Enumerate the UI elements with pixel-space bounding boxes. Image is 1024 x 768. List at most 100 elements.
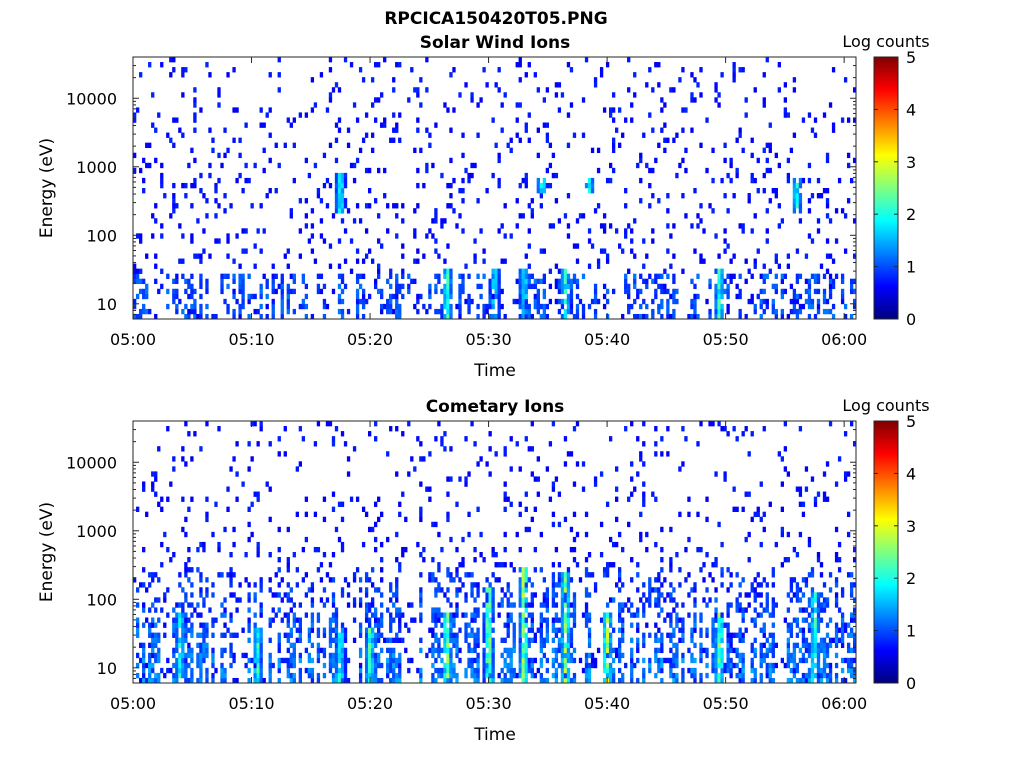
spectrogram-cell bbox=[364, 167, 369, 174]
spectrogram-cell bbox=[825, 238, 830, 244]
spectrogram-cell bbox=[506, 582, 510, 588]
spectrogram-cell bbox=[473, 642, 477, 649]
spectrogram-cell bbox=[175, 622, 179, 628]
spectrogram-cell bbox=[268, 577, 272, 583]
spectrogram-cell bbox=[136, 602, 140, 608]
spectrogram-cell bbox=[723, 278, 727, 285]
spectrogram-cell bbox=[660, 97, 664, 103]
spectrogram-cell bbox=[711, 657, 715, 664]
spectrogram-cell bbox=[482, 617, 486, 623]
spectrogram-cell bbox=[428, 486, 432, 492]
spectrogram-cell bbox=[343, 647, 348, 654]
spectrogram-cell bbox=[247, 293, 251, 300]
spectrogram-cell bbox=[545, 167, 550, 174]
spectrogram-cell bbox=[590, 572, 595, 578]
spectrogram-cell bbox=[633, 612, 637, 618]
spectrogram-cell bbox=[364, 642, 369, 649]
spectrogram-cell bbox=[753, 303, 757, 310]
spectrogram-cell bbox=[801, 501, 806, 507]
spectrogram-cell bbox=[621, 313, 625, 320]
spectrogram-cell bbox=[443, 303, 447, 310]
spectrogram-cell bbox=[166, 132, 170, 138]
spectrogram-cell bbox=[717, 278, 721, 285]
spectrogram-cell bbox=[741, 672, 745, 679]
spectrogram-cell bbox=[560, 642, 565, 649]
spectrogram-cell bbox=[184, 592, 188, 598]
spectrogram-cell bbox=[509, 677, 513, 684]
spectrogram-cell bbox=[154, 637, 158, 643]
spectrogram-cell bbox=[804, 486, 809, 492]
spectrogram-cell bbox=[530, 657, 534, 664]
spectrogram-cell bbox=[563, 288, 568, 295]
spectrogram-cell bbox=[584, 531, 589, 538]
spectrogram-cell bbox=[618, 577, 622, 583]
spectrogram-cell bbox=[491, 647, 495, 654]
spectrogram-cell bbox=[440, 612, 444, 618]
spectrogram-cell bbox=[717, 627, 721, 633]
spectrogram-cell bbox=[488, 587, 492, 593]
spectrogram-cell bbox=[687, 536, 691, 543]
spectrogram-cell bbox=[750, 152, 754, 159]
spectrogram-cell bbox=[825, 632, 830, 638]
spectrogram-cell bbox=[337, 87, 342, 93]
spectrogram-cell bbox=[545, 182, 550, 189]
spectrogram-cell bbox=[732, 273, 736, 279]
spectrogram-cell bbox=[729, 667, 733, 674]
spectrogram-cell bbox=[413, 233, 417, 239]
spectrogram-cell bbox=[560, 647, 565, 654]
spectrogram-cell bbox=[343, 198, 348, 204]
spectrogram-cell bbox=[765, 597, 769, 603]
spectrogram-cell bbox=[792, 546, 797, 553]
spectrogram-cell bbox=[714, 632, 718, 638]
spectrogram-cell bbox=[503, 662, 507, 669]
spectrogram-cell bbox=[636, 612, 640, 618]
spectrogram-cell bbox=[440, 303, 444, 310]
spectrogram-cell bbox=[834, 273, 839, 279]
spectrogram-cell bbox=[419, 637, 423, 643]
spectrogram-cell bbox=[666, 426, 670, 432]
spectrogram-cell bbox=[621, 622, 625, 628]
spectrogram-cell bbox=[157, 647, 161, 654]
spectrogram-cell bbox=[437, 562, 441, 568]
spectrogram-cell bbox=[175, 662, 179, 669]
spectrogram-cell bbox=[325, 303, 330, 310]
spectrogram-cell bbox=[491, 657, 495, 664]
spectrogram-cell bbox=[539, 617, 543, 623]
spectrogram-cell bbox=[792, 87, 797, 93]
spectrogram-cell bbox=[720, 541, 724, 548]
spectrogram-cell bbox=[232, 677, 236, 684]
spectrogram-cell bbox=[843, 213, 848, 219]
spectrogram-cell bbox=[738, 602, 742, 608]
spectrogram-cell bbox=[587, 303, 592, 310]
spectrogram-cell bbox=[720, 667, 724, 674]
spectrogram-cell bbox=[726, 208, 730, 214]
spectrogram-cell bbox=[407, 667, 411, 674]
spectrogram-cell bbox=[657, 283, 661, 290]
spectrogram-cell bbox=[238, 263, 242, 269]
spectrogram-cell bbox=[581, 612, 586, 618]
spectrogram-cell bbox=[530, 582, 534, 588]
spectrogram-cell bbox=[798, 657, 803, 664]
spectrogram-cell bbox=[217, 541, 221, 548]
spectrogram-cell bbox=[587, 667, 592, 674]
spectrogram-cell bbox=[401, 283, 405, 290]
spectrogram-cell bbox=[786, 177, 791, 184]
spectrogram-cell bbox=[452, 667, 456, 674]
spectrogram-cell bbox=[259, 602, 263, 608]
spectrogram-cell bbox=[524, 572, 528, 578]
spectrogram-cell bbox=[440, 308, 444, 315]
spectrogram-cell bbox=[503, 622, 507, 628]
spectrogram-cell bbox=[560, 92, 565, 98]
spectrogram-cell bbox=[774, 602, 778, 608]
spectrogram-cell bbox=[259, 421, 263, 427]
spectrogram-cell bbox=[660, 607, 664, 613]
spectrogram-cell bbox=[663, 657, 667, 664]
spectrogram-cell bbox=[491, 677, 495, 684]
spectrogram-cell bbox=[187, 162, 191, 169]
spectrogram-cell bbox=[581, 132, 586, 138]
spectrogram-cell bbox=[473, 667, 477, 674]
spectrogram-cell bbox=[286, 526, 290, 533]
spectrogram-cell bbox=[199, 283, 203, 290]
spectrogram-cell bbox=[292, 652, 296, 659]
spectrogram-cell bbox=[386, 637, 390, 643]
